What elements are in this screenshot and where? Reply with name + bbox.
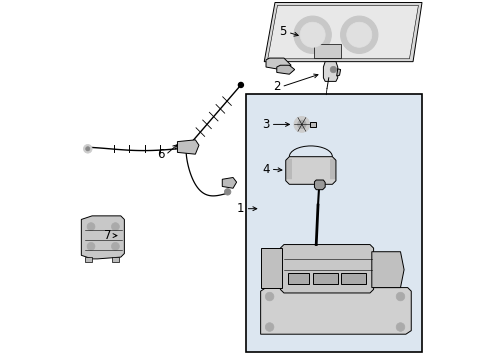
Circle shape (293, 16, 330, 53)
Circle shape (300, 22, 325, 47)
Circle shape (111, 223, 119, 230)
Polygon shape (341, 273, 366, 284)
Polygon shape (260, 288, 410, 334)
Text: 4: 4 (262, 163, 269, 176)
Polygon shape (336, 69, 340, 76)
Circle shape (293, 117, 309, 132)
Polygon shape (264, 3, 421, 62)
Circle shape (238, 82, 243, 87)
Polygon shape (265, 58, 290, 69)
Polygon shape (312, 273, 337, 284)
Polygon shape (276, 65, 294, 74)
Circle shape (87, 223, 95, 230)
Polygon shape (177, 140, 199, 154)
Text: 6: 6 (157, 148, 164, 161)
Polygon shape (280, 244, 373, 293)
Circle shape (297, 120, 305, 129)
Text: 3: 3 (262, 118, 269, 131)
Polygon shape (371, 252, 403, 288)
Circle shape (224, 189, 230, 195)
FancyBboxPatch shape (314, 44, 341, 58)
Circle shape (395, 323, 404, 331)
Circle shape (346, 22, 371, 47)
Circle shape (265, 292, 273, 301)
Polygon shape (285, 157, 335, 184)
Circle shape (111, 242, 119, 250)
Polygon shape (314, 180, 325, 190)
Polygon shape (287, 273, 308, 284)
Polygon shape (260, 248, 282, 288)
Text: 7: 7 (104, 229, 112, 242)
Polygon shape (222, 177, 236, 188)
Polygon shape (309, 122, 316, 127)
Text: 5: 5 (279, 25, 286, 38)
Text: 2: 2 (272, 80, 280, 93)
Text: 1: 1 (237, 202, 244, 215)
FancyBboxPatch shape (85, 257, 92, 262)
Polygon shape (81, 216, 124, 259)
Circle shape (329, 66, 336, 73)
FancyBboxPatch shape (112, 257, 119, 262)
Circle shape (265, 323, 273, 331)
Circle shape (83, 144, 92, 153)
Circle shape (340, 16, 377, 53)
Circle shape (85, 147, 90, 151)
Polygon shape (267, 5, 418, 59)
FancyBboxPatch shape (246, 94, 421, 352)
Circle shape (87, 242, 95, 250)
Polygon shape (323, 62, 337, 81)
Circle shape (395, 292, 404, 301)
